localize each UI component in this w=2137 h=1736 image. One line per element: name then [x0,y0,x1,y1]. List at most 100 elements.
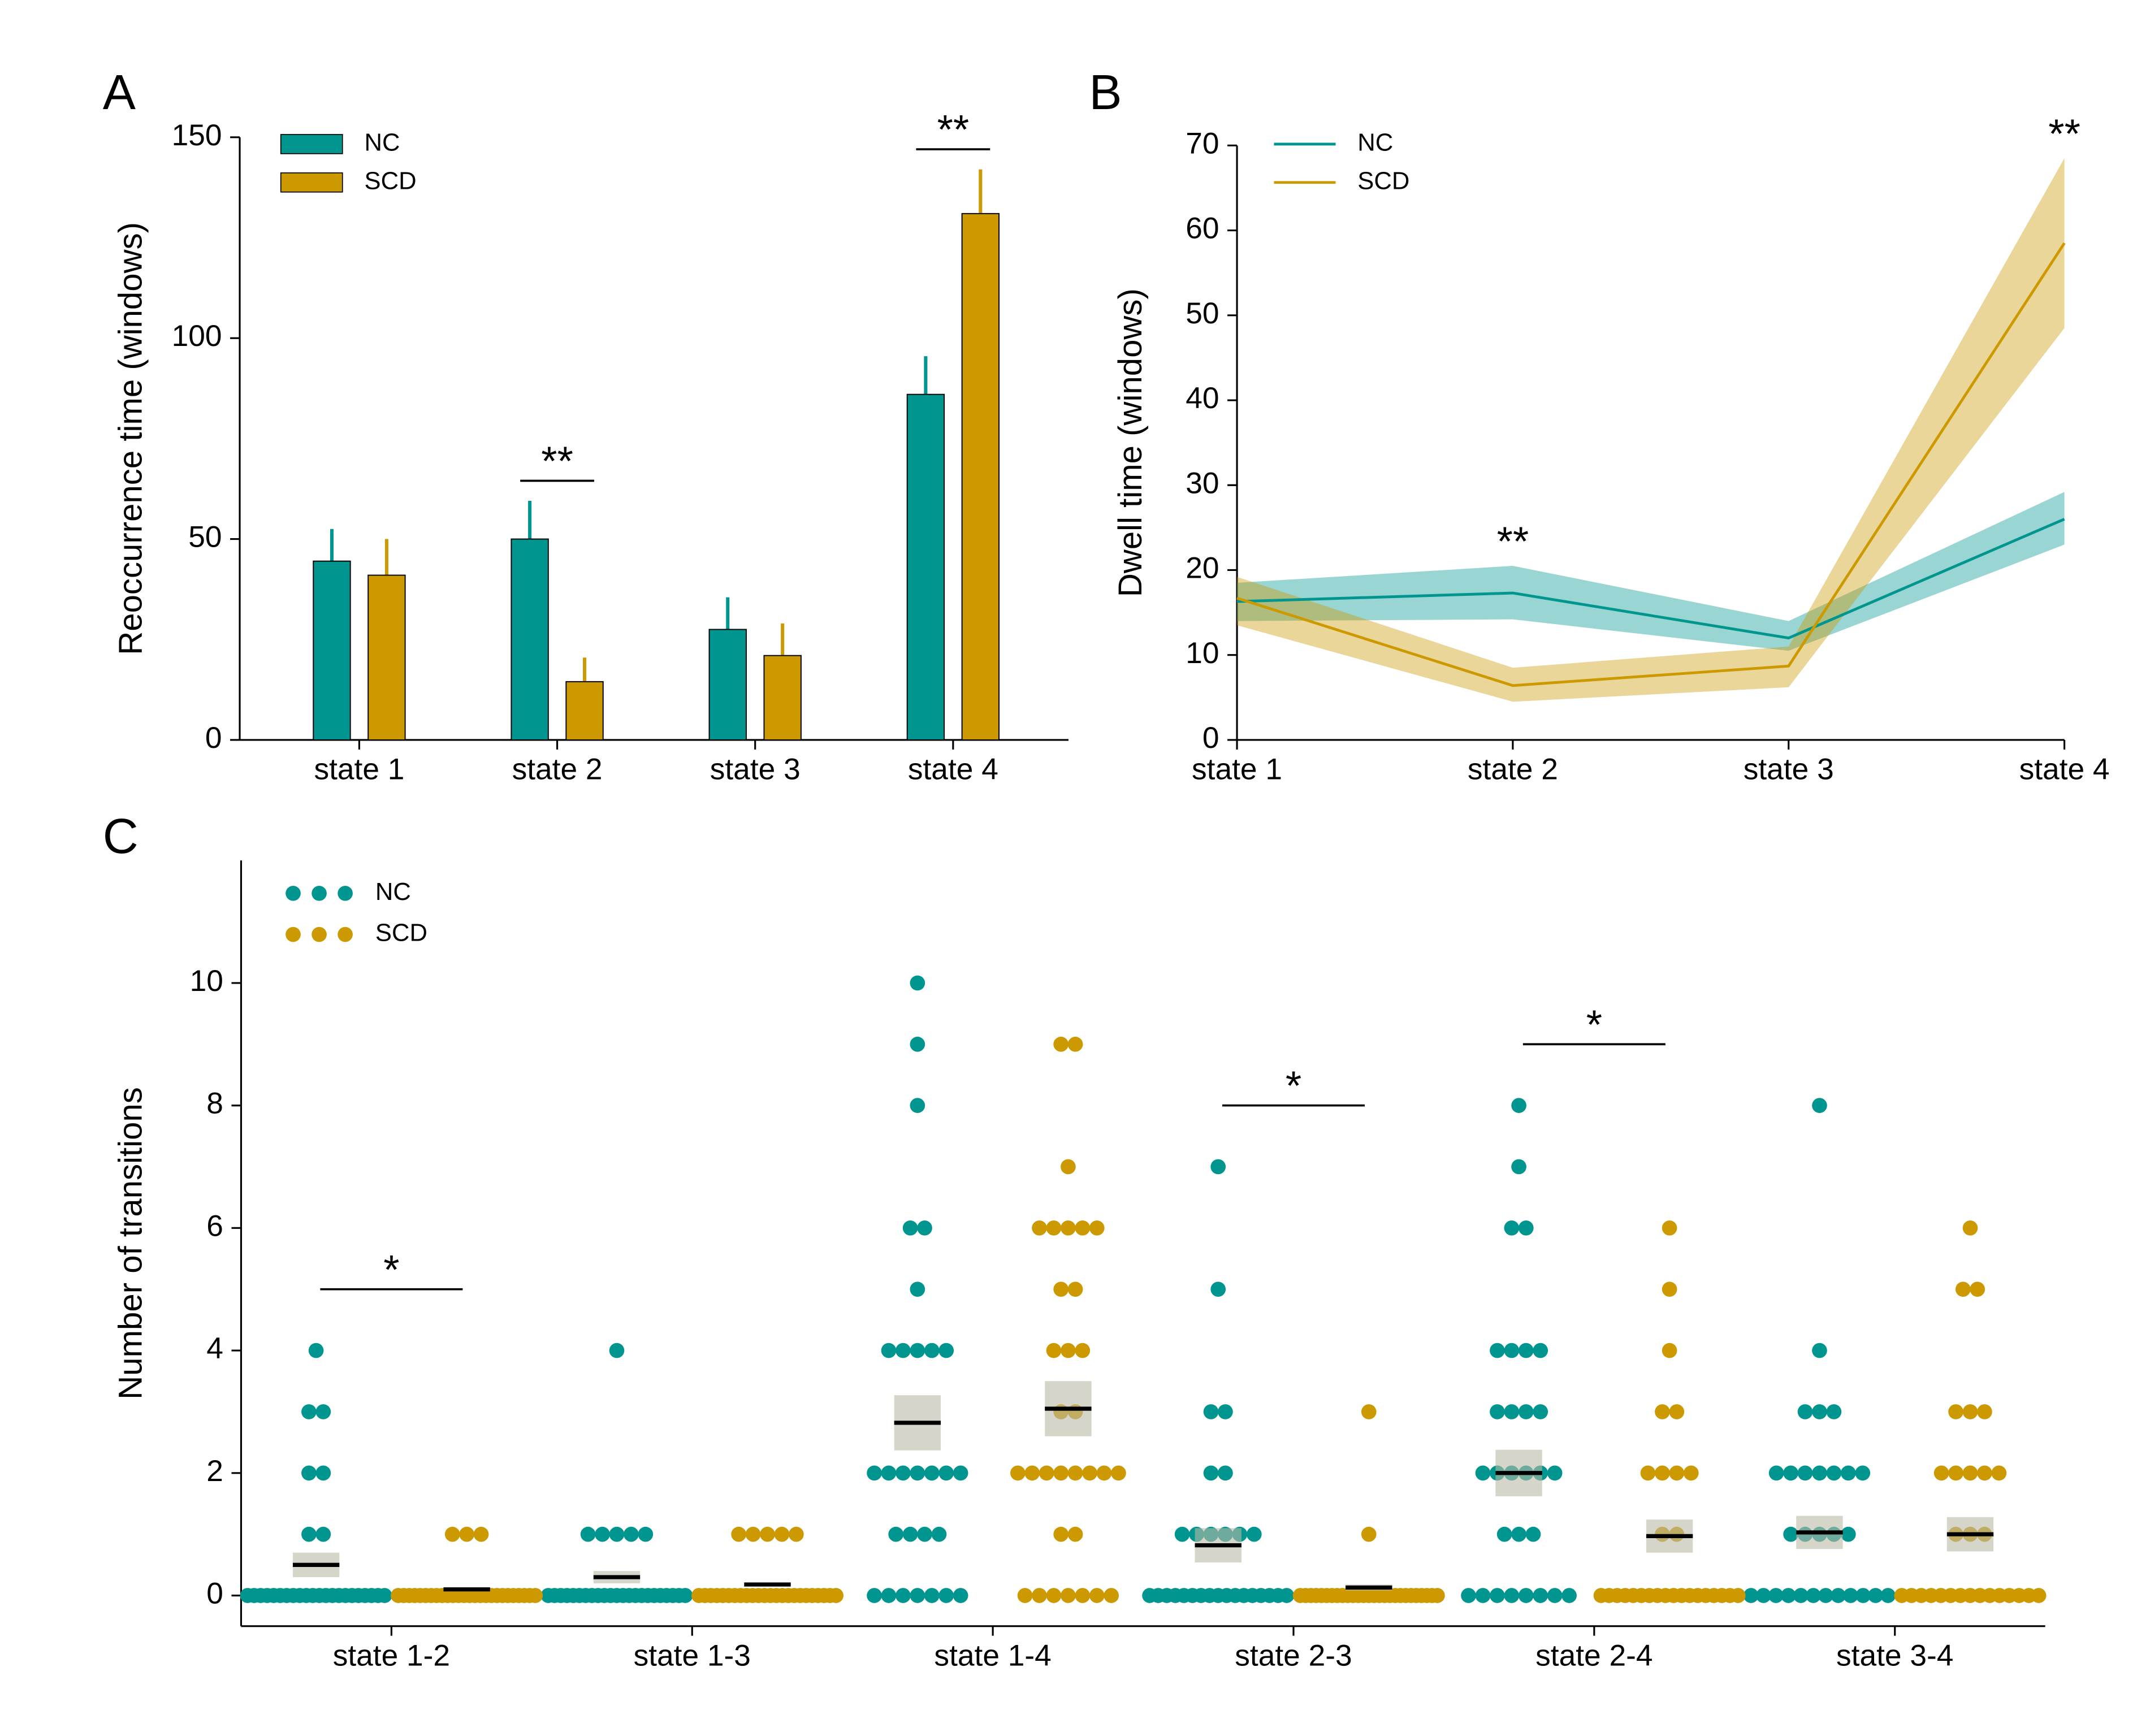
data-point [1024,1465,1040,1481]
data-point [896,1588,911,1603]
data-point [881,1588,897,1603]
data-point [910,1282,925,1297]
panel-label: C [103,809,139,864]
legend-label: SCD [375,920,427,947]
data-point [1640,1465,1656,1481]
data-point [1174,1526,1190,1542]
data-point [881,1343,897,1358]
data-point [1826,1404,1842,1419]
y-tick-label: 0 [206,1577,223,1611]
data-point [902,1526,918,1542]
data-point [938,1588,954,1603]
data-point [1496,1526,1512,1542]
data-point [1053,1465,1068,1481]
data-point [896,1465,911,1481]
y-tick-label: 2 [206,1454,223,1488]
data-point [1662,1282,1677,1297]
data-point [1991,1465,2007,1481]
data-point [1812,1343,1827,1358]
data-point [1075,1588,1091,1603]
data-point [1855,1465,1871,1481]
data-point [1053,1036,1068,1052]
data-point [1490,1343,1505,1358]
x-tick-label: state 3 [710,753,801,786]
data-point [1504,1343,1520,1358]
bar [763,655,802,741]
y-tick-label: 40 [1186,382,1219,415]
data-point [1089,1220,1105,1236]
data-point [1075,1343,1091,1358]
y-tick-label: 100 [172,319,222,353]
data-point [459,1526,474,1542]
data-point [1053,1526,1068,1542]
data-point [377,1588,392,1603]
data-point [1755,1588,1771,1603]
data-point [1504,1404,1520,1419]
data-point [1210,1159,1226,1175]
data-point [1475,1588,1491,1603]
data-point [1962,1220,1978,1236]
x-tick-label: state 1-3 [634,1639,751,1672]
data-point [1111,1465,1126,1481]
data-point [938,1343,954,1358]
data-point [1812,1465,1827,1481]
data-point [1089,1588,1105,1603]
panel-line: B Dwell time (windows) 0 10 20 30 40 50 60 70 stat… [1089,65,2109,786]
data-point [1561,1588,1577,1603]
data-point [1017,1588,1033,1603]
data-point [527,1588,543,1603]
data-point [1046,1220,1062,1236]
legend-label: NC [365,129,400,156]
data-point [677,1588,693,1603]
data-point [910,975,925,991]
data-point [301,1465,317,1481]
data-point [1210,1282,1226,1297]
data-point [1218,1465,1233,1481]
data-point [1683,1465,1699,1481]
data-point [1669,1404,1685,1419]
y-tick-label: 6 [206,1209,223,1243]
data-point [1977,1404,1992,1419]
data-point [1533,1588,1548,1603]
data-point [1797,1404,1813,1419]
legend-swatch [312,886,327,901]
data-point [1655,1465,1670,1481]
x-tick-label: state 2 [512,753,603,786]
data-point [1518,1220,1534,1236]
significance-label: ** [937,107,970,153]
data-point [1475,1465,1491,1481]
x-tick-label: state 1-4 [934,1639,1051,1672]
data-point [1855,1588,1871,1603]
significance-label: * [383,1247,399,1293]
data-point [1075,1220,1091,1236]
legend-swatch [338,886,353,901]
data-point [1841,1526,1856,1542]
data-point [1970,1282,1985,1297]
data-point [1039,1465,1054,1481]
data-point [1730,1588,1746,1603]
data-point [1783,1526,1798,1542]
data-point [1046,1588,1062,1603]
data-point [1826,1465,1842,1481]
data-point [1490,1588,1505,1603]
data-point [953,1588,968,1603]
y-axis-title: Number of transitions [112,1087,149,1400]
data-point [888,1526,904,1542]
legend-label: SCD [365,167,417,194]
y-tick-label: 0 [1202,721,1219,755]
data-point [1812,1098,1827,1113]
data-point [917,1220,932,1236]
data-point [1669,1465,1685,1481]
y-axis-title: Dwell time (windows) [1112,288,1149,597]
data-point [1793,1588,1809,1603]
legend-swatch [285,927,301,942]
data-point [1247,1526,1262,1542]
panel-label: B [1089,65,1122,120]
data-point [473,1526,489,1542]
data-point [910,1465,925,1481]
y-tick-label: 20 [1186,552,1219,585]
legend-label: NC [375,878,411,906]
data-point [1203,1404,1219,1419]
data-point [1104,1588,1119,1603]
data-point [867,1588,882,1603]
